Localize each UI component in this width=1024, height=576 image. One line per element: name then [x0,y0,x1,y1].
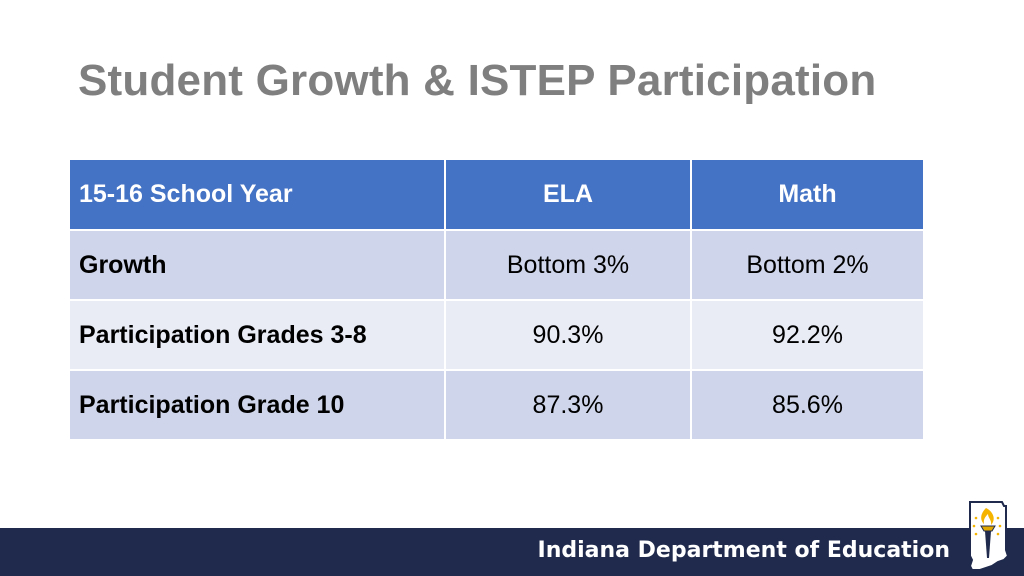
row-label: Growth [70,230,446,301]
row-label: Participation Grade 10 [70,370,446,441]
math-value: Bottom 2% [691,230,923,301]
row-label: Participation Grades 3-8 [70,300,446,371]
table-row: Growth Bottom 3% Bottom 2% [70,230,923,301]
table-header-row: 15-16 School Year ELA Math [70,160,923,231]
data-table: 15-16 School Year ELA Math Growth Bottom… [70,160,923,441]
ela-value: Bottom 3% [445,230,692,301]
math-value: 85.6% [691,370,923,441]
header-ela: ELA [445,160,692,231]
ela-value: 90.3% [445,300,692,371]
table-row: Participation Grade 10 87.3% 85.6% [70,370,923,441]
ela-value: 87.3% [445,370,692,441]
slide-title: Student Growth & ISTEP Participation [78,56,877,105]
header-school-year: 15-16 School Year [70,160,446,231]
indiana-torch-logo-icon [968,501,1010,571]
table-row: Participation Grades 3-8 90.3% 92.2% [70,300,923,371]
org-name: Indiana Department of Education [537,538,950,563]
math-value: 92.2% [691,300,923,371]
footer-bar: Indiana Department of Education [0,528,1024,576]
header-math: Math [691,160,923,231]
